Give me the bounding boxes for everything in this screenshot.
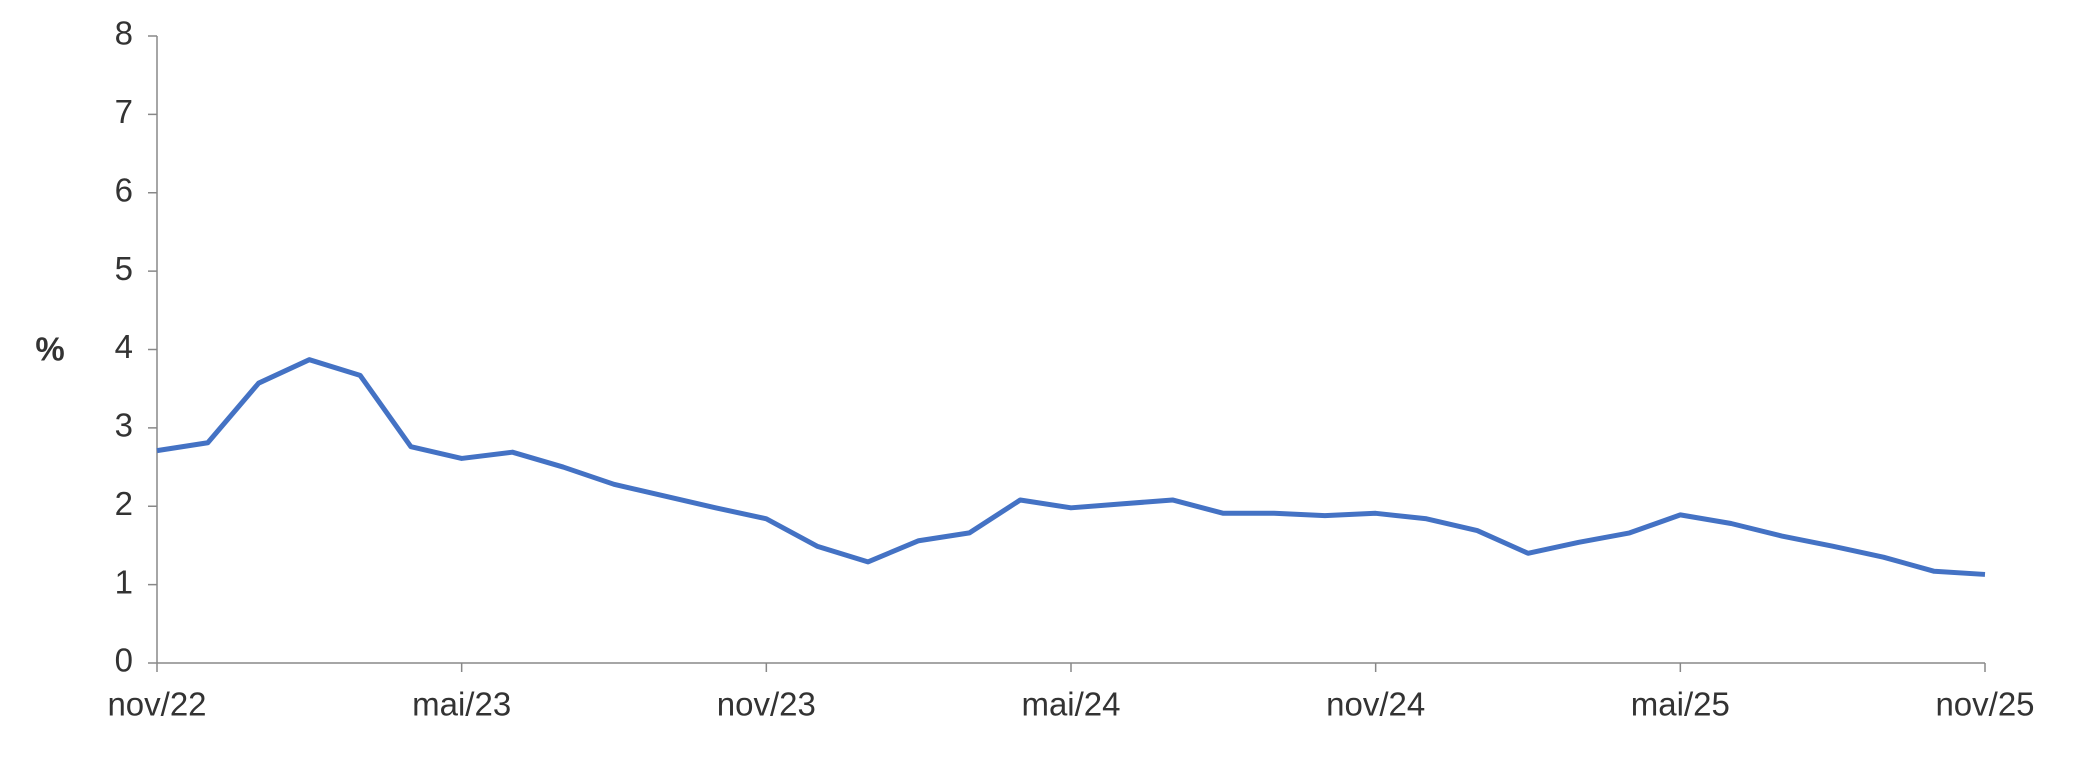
y-tick-label: 8 [115,15,133,52]
y-tick-label: 3 [115,407,133,444]
x-tick-label: mai/24 [1021,686,1120,723]
x-tick-label: nov/23 [717,686,816,723]
y-tick-label: 1 [115,563,133,600]
line-series [156,357,1986,577]
x-tick-label: nov/25 [1935,686,2034,723]
x-tick-label: mai/23 [412,686,511,723]
x-tick-label: nov/24 [1326,686,1425,723]
y-tick-label: 4 [115,328,133,365]
y-tick-label: 0 [115,642,133,679]
y-tick-label: 6 [115,171,133,208]
x-tick-label: nov/22 [107,686,206,723]
y-axis-label: % [35,331,64,368]
y-tick-label: 7 [115,93,133,130]
y-tick-label: 5 [115,250,133,287]
y-tick-label: 2 [115,485,133,522]
x-tick-label: mai/25 [1631,686,1730,723]
